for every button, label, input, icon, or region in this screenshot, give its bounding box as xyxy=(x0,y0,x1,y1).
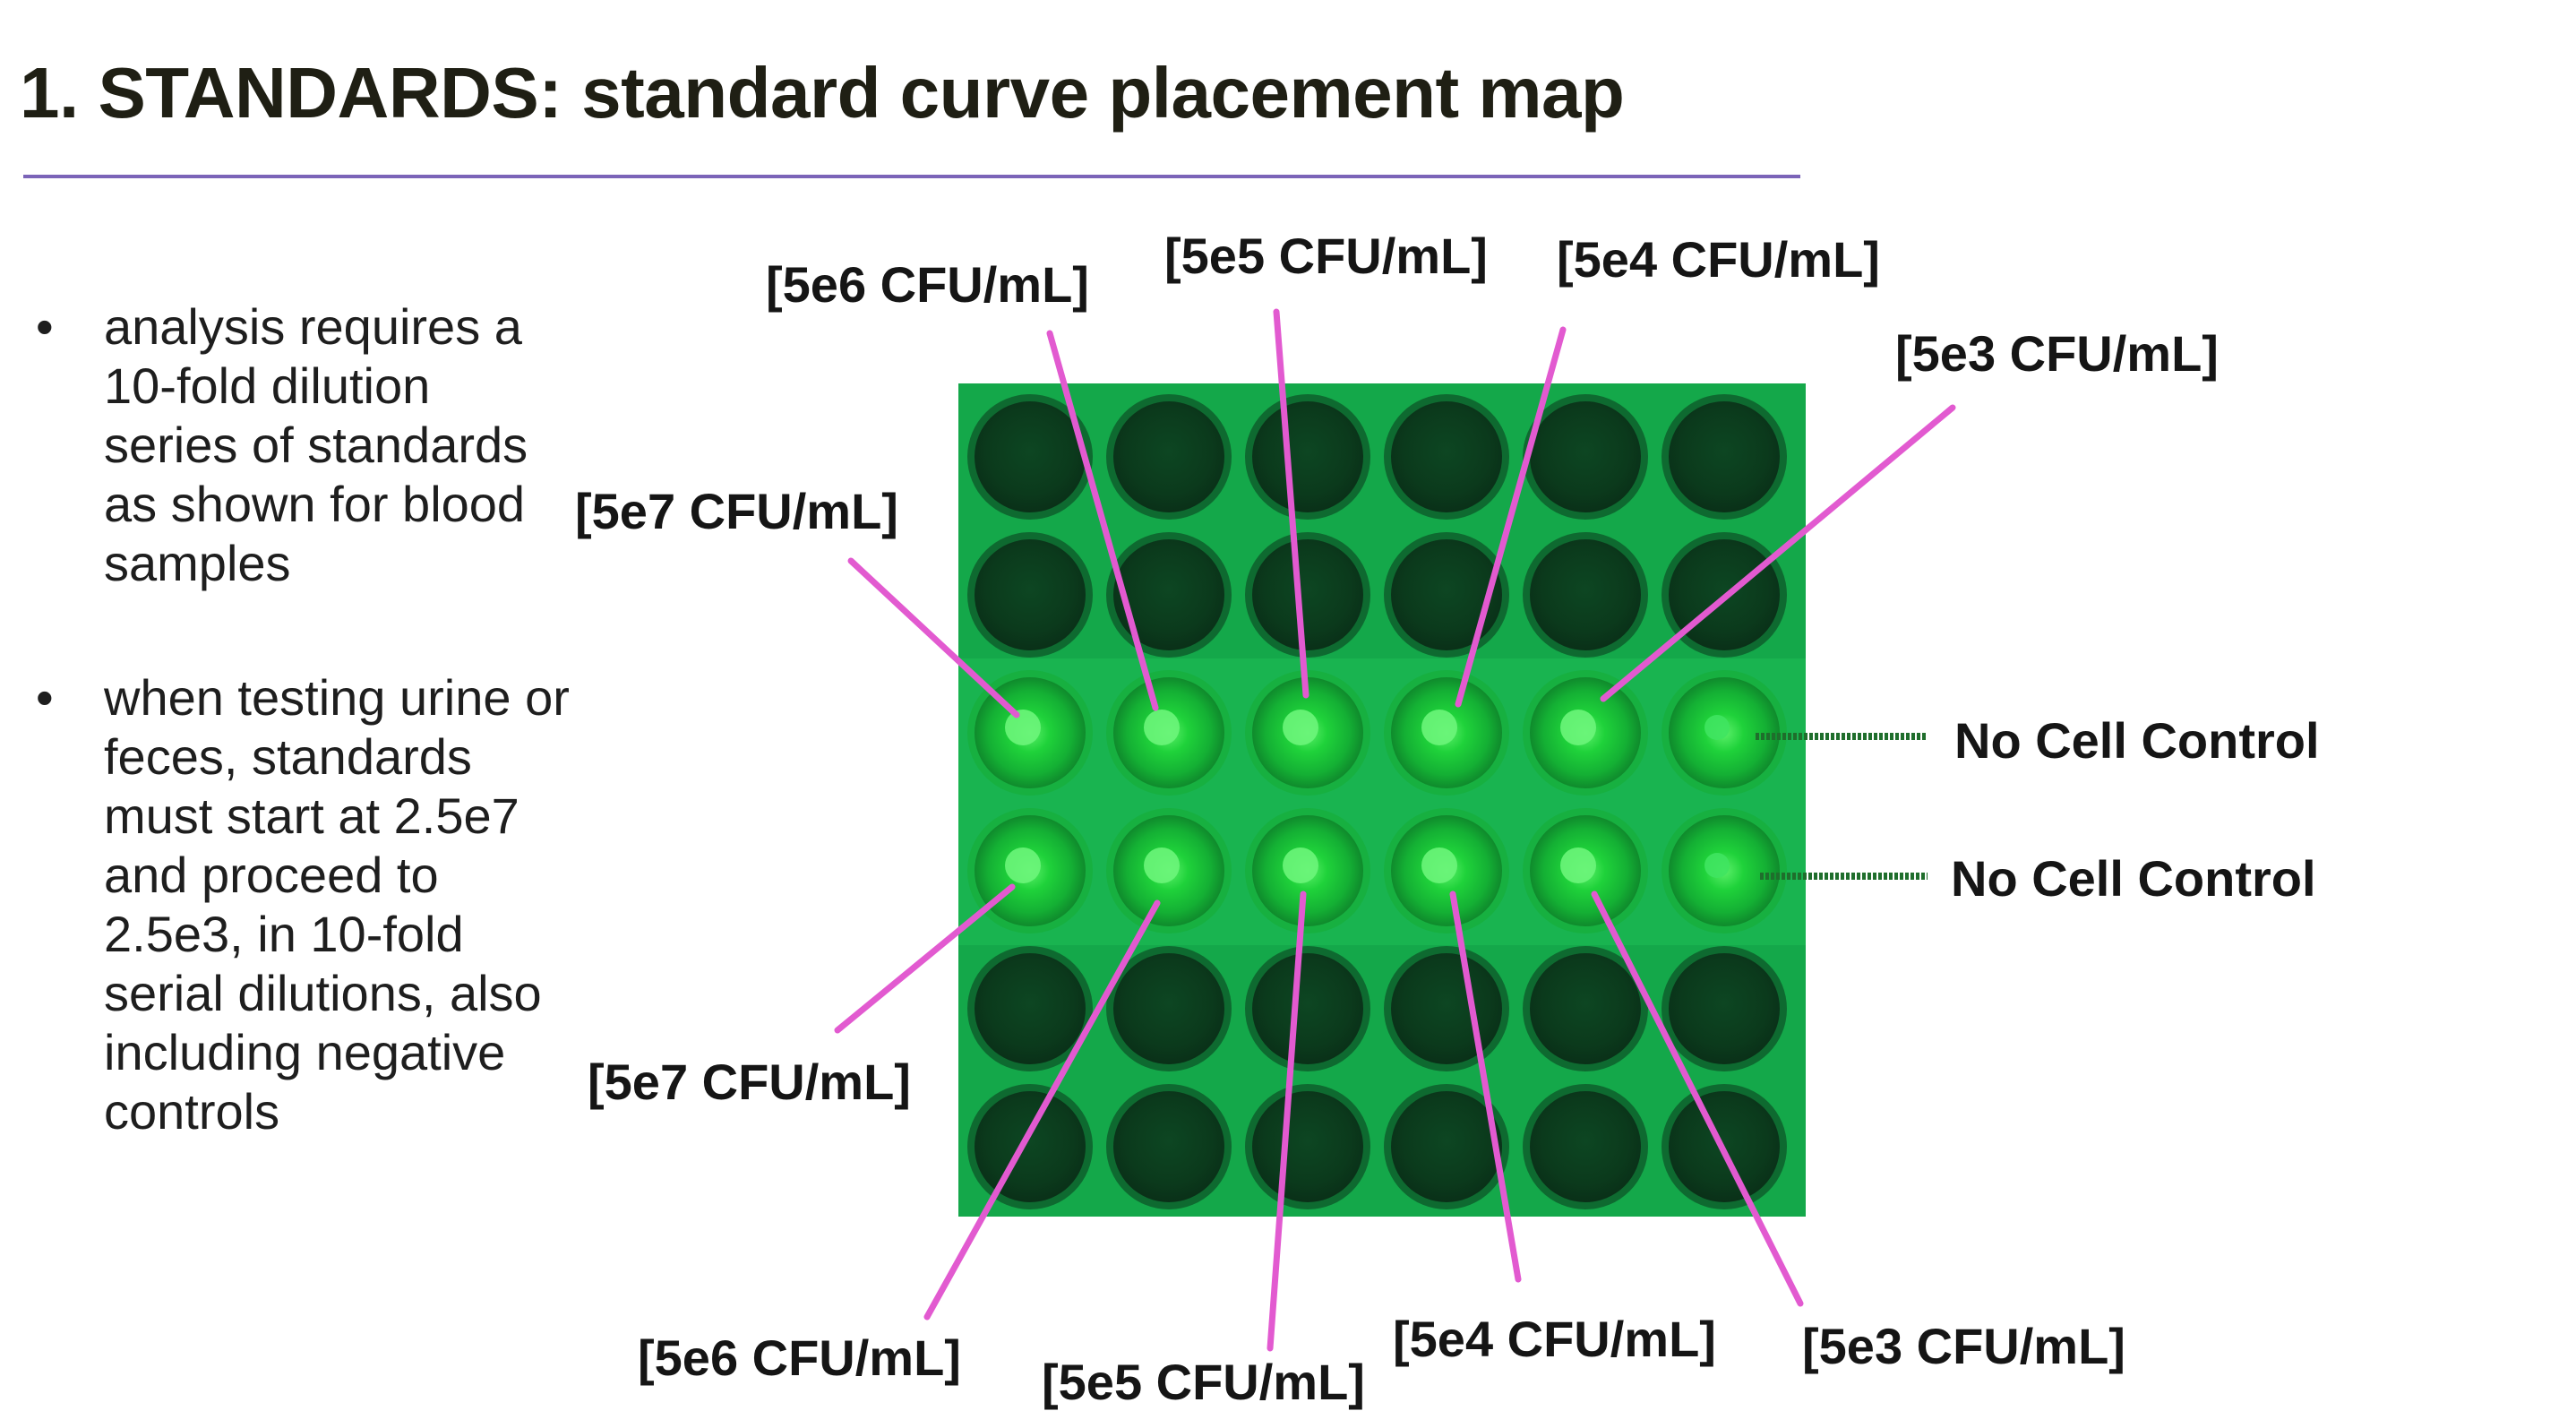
page-title: 1. STANDARDS: standard curve placement m… xyxy=(20,53,1625,133)
well-dark xyxy=(1669,401,1780,512)
bottom-label-5e6: [5e6 CFU/mL] xyxy=(638,1329,961,1386)
well-dark xyxy=(1669,953,1780,1064)
well-dark xyxy=(1391,539,1502,650)
well-dark xyxy=(1530,401,1641,512)
bullet-text: analysis requires a 10-fold dilution ser… xyxy=(104,298,528,591)
bullet-item: • analysis requires a 10-fold dilution s… xyxy=(36,297,573,593)
well-sample-spot xyxy=(1560,710,1596,745)
bullet-item: • when testing urine or feces, standards… xyxy=(36,668,573,1141)
well-dark xyxy=(1252,953,1363,1064)
pointer-line xyxy=(1591,890,1804,1307)
pointer-line xyxy=(1455,326,1567,708)
well-dark xyxy=(1391,953,1502,1064)
bottom-label-5e3: [5e3 CFU/mL] xyxy=(1802,1318,2125,1374)
well-dark xyxy=(1391,401,1502,512)
well-sample-spot xyxy=(1560,847,1596,883)
top-label-5e7: [5e7 CFU/mL] xyxy=(575,483,898,539)
top-label-5e5: [5e5 CFU/mL] xyxy=(1164,228,1488,284)
title-underline xyxy=(23,175,1800,178)
bullet-dot: • xyxy=(36,669,54,726)
well-sample-spot xyxy=(1005,847,1041,883)
well-dark xyxy=(1113,1091,1224,1202)
well-sample-spot xyxy=(1283,710,1318,745)
top-label-5e4: [5e4 CFU/mL] xyxy=(1557,231,1880,288)
pointer-line xyxy=(1600,404,1956,702)
well-dark xyxy=(1113,539,1224,650)
well-dark xyxy=(1530,953,1641,1064)
well-dark xyxy=(975,539,1086,650)
well-dark xyxy=(975,1091,1086,1202)
bottom-label-5e4: [5e4 CFU/mL] xyxy=(1393,1311,1716,1367)
pointer-line xyxy=(1046,330,1159,711)
well-dark xyxy=(1530,1091,1641,1202)
well-sample-spot xyxy=(1421,847,1457,883)
lit-rows-band xyxy=(958,658,1806,945)
well-dark xyxy=(1252,401,1363,512)
top-label-5e3: [5e3 CFU/mL] xyxy=(1895,325,2219,382)
pointers-group xyxy=(834,308,1956,1352)
pointer-line xyxy=(1267,890,1307,1352)
bottom-label-5e7: [5e7 CFU/mL] xyxy=(588,1054,911,1110)
well-sample-spot xyxy=(1005,710,1041,745)
bullet-dot: • xyxy=(36,298,54,355)
pointer-line xyxy=(834,883,1016,1034)
well-dark xyxy=(975,953,1086,1064)
well-sample-spot xyxy=(1421,710,1457,745)
well-dark xyxy=(1113,401,1224,512)
well-sample-spot xyxy=(1144,710,1180,745)
well-dark xyxy=(1391,1091,1502,1202)
well-sample-spot xyxy=(1283,847,1318,883)
pointer-line xyxy=(1449,890,1522,1283)
well-dark xyxy=(1252,1091,1363,1202)
top-label-5e6: [5e6 CFU/mL] xyxy=(766,256,1089,313)
bullet-text: when testing urine or feces, standards m… xyxy=(104,669,570,1140)
well-dark xyxy=(1252,539,1363,650)
well-dark xyxy=(1113,953,1224,1064)
bullet-list: • analysis requires a 10-fold dilution s… xyxy=(36,297,573,1217)
wells-group xyxy=(967,394,1787,1209)
control-label-top: No Cell Control xyxy=(1954,712,2320,769)
well-dark xyxy=(975,401,1086,512)
control-label-bottom: No Cell Control xyxy=(1951,850,2316,907)
pointer-line xyxy=(923,899,1161,1321)
pointer-line xyxy=(847,557,1020,718)
well-sample-spot xyxy=(1144,847,1180,883)
well-sample-spot xyxy=(1704,853,1730,878)
bottom-label-5e5: [5e5 CFU/mL] xyxy=(1042,1354,1365,1410)
pointer-line xyxy=(1273,308,1309,699)
well-dark xyxy=(1530,539,1641,650)
well-sample-spot xyxy=(1704,715,1730,740)
